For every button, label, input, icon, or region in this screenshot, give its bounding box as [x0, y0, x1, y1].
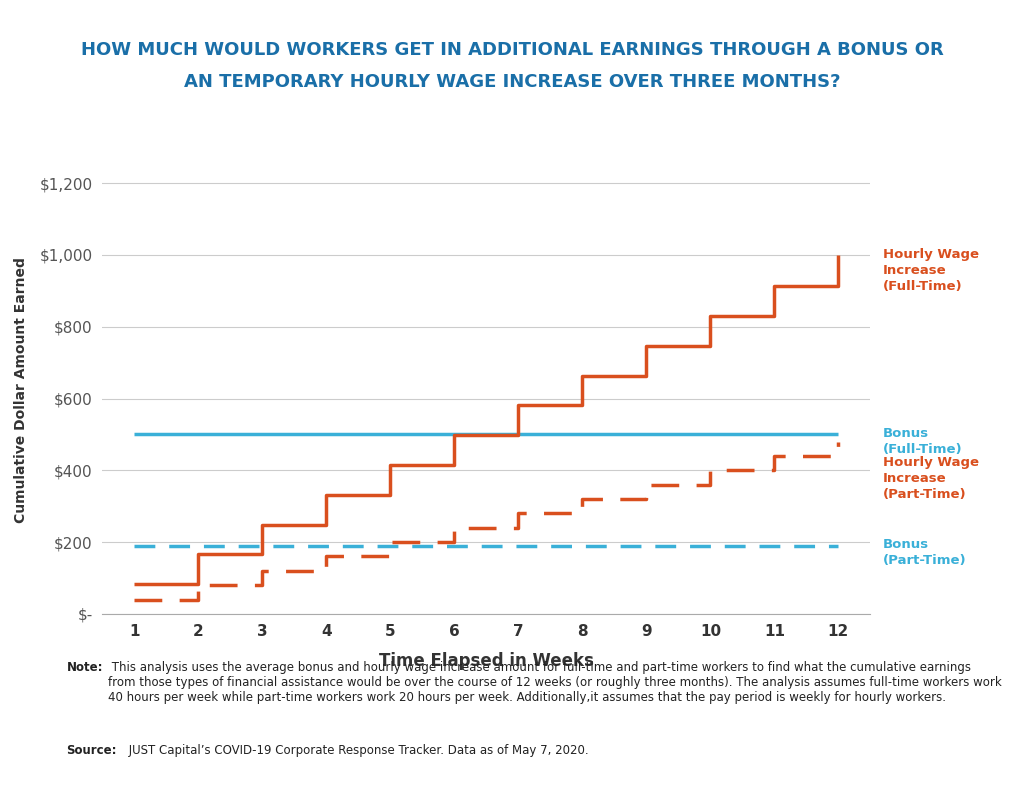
Text: JUST Capital’s COVID-19 Corporate Response Tracker. Data as of May 7, 2020.: JUST Capital’s COVID-19 Corporate Respon…: [125, 744, 589, 757]
Text: Bonus
(Part-Time): Bonus (Part-Time): [883, 538, 967, 567]
Text: Hourly Wage
Increase
(Full-Time): Hourly Wage Increase (Full-Time): [883, 248, 979, 293]
Text: Source:: Source:: [67, 744, 117, 757]
X-axis label: Time Elapsed in Weeks: Time Elapsed in Weeks: [379, 652, 594, 671]
Text: This analysis uses the average bonus and hourly wage increase amount for full-ti: This analysis uses the average bonus and…: [108, 661, 1001, 704]
Text: Hourly Wage
Increase
(Part-Time): Hourly Wage Increase (Part-Time): [883, 456, 979, 501]
Text: Bonus
(Full-Time): Bonus (Full-Time): [883, 427, 963, 456]
Text: AN TEMPORARY HOURLY WAGE INCREASE OVER THREE MONTHS?: AN TEMPORARY HOURLY WAGE INCREASE OVER T…: [183, 72, 841, 91]
Y-axis label: Cumulative Dollar Amount Earned: Cumulative Dollar Amount Earned: [14, 257, 29, 523]
Text: Note:: Note:: [67, 661, 103, 674]
Text: HOW MUCH WOULD WORKERS GET IN ADDITIONAL EARNINGS THROUGH A BONUS OR: HOW MUCH WOULD WORKERS GET IN ADDITIONAL…: [81, 41, 943, 59]
